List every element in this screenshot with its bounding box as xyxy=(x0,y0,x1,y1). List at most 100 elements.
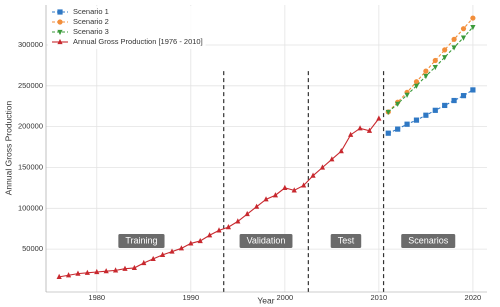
region-box xyxy=(401,233,456,248)
marker xyxy=(169,248,175,254)
marker xyxy=(348,131,354,137)
marker xyxy=(178,245,185,251)
marker xyxy=(329,156,335,162)
marker xyxy=(131,264,137,271)
marker xyxy=(122,265,128,271)
marker xyxy=(57,29,63,36)
x-axis-label: Year xyxy=(257,295,274,305)
y-axis-label: Annual Gross Production xyxy=(3,100,13,195)
marker xyxy=(423,73,429,80)
region-box xyxy=(118,233,165,248)
marker xyxy=(301,182,307,188)
marker xyxy=(141,259,147,266)
marker xyxy=(460,93,467,99)
legend-label: Scenario 2 xyxy=(73,17,109,26)
region-box xyxy=(239,233,293,248)
legend-label: Scenario 1 xyxy=(73,7,109,16)
x-tick-label: 2020 xyxy=(465,293,482,302)
region-label: Test xyxy=(330,233,362,248)
marker xyxy=(263,196,269,202)
marker xyxy=(57,38,63,45)
marker xyxy=(188,240,194,246)
y-tick-label: 50000 xyxy=(22,244,43,253)
x-tick-label: 1990 xyxy=(182,293,199,302)
marker xyxy=(216,227,222,233)
marker xyxy=(413,79,420,85)
legend-label: Scenario 3 xyxy=(73,27,109,36)
marker xyxy=(94,268,100,275)
marker xyxy=(56,273,62,279)
marker xyxy=(254,203,260,209)
marker xyxy=(272,192,279,198)
y-tick-label: 150000 xyxy=(18,162,43,171)
marker xyxy=(159,251,166,257)
marker xyxy=(423,68,429,74)
x-tick-label: 2010 xyxy=(371,293,388,302)
marker xyxy=(310,172,316,178)
marker xyxy=(376,115,382,121)
marker xyxy=(57,19,63,25)
marker xyxy=(319,164,326,170)
marker xyxy=(432,107,438,113)
region-text: Training xyxy=(125,235,157,245)
marker xyxy=(244,210,250,217)
marker xyxy=(385,109,391,116)
marker xyxy=(432,64,438,71)
marker xyxy=(395,101,401,107)
marker xyxy=(413,83,420,89)
x-tick-label: 1980 xyxy=(88,293,105,302)
marker xyxy=(197,237,203,244)
marker xyxy=(442,47,448,53)
region-text: Validation xyxy=(247,235,286,245)
marker xyxy=(291,187,297,193)
marker xyxy=(103,268,109,274)
marker xyxy=(225,223,232,230)
marker xyxy=(423,112,429,118)
region-label: Training xyxy=(118,233,165,248)
marker xyxy=(413,117,420,123)
marker xyxy=(57,9,63,15)
series-line xyxy=(387,17,474,113)
region-label: Validation xyxy=(239,233,293,248)
marker xyxy=(470,24,476,31)
marker xyxy=(432,57,438,64)
marker xyxy=(451,97,457,104)
region-box xyxy=(330,233,362,248)
marker xyxy=(65,272,72,278)
marker xyxy=(235,218,241,224)
marker xyxy=(470,15,476,21)
marker xyxy=(395,126,401,132)
marker xyxy=(442,55,448,61)
legend-box xyxy=(48,6,206,49)
y-tick-label: 200000 xyxy=(18,122,43,131)
series-line xyxy=(388,89,474,134)
legend-label: Annual Gross Production [1976 - 2010] xyxy=(73,37,203,46)
marker xyxy=(75,270,81,276)
y-tick-label: 250000 xyxy=(18,81,43,90)
marker xyxy=(460,26,467,32)
marker xyxy=(207,232,213,238)
marker xyxy=(460,35,467,41)
marker xyxy=(404,92,410,98)
marker xyxy=(451,36,457,42)
marker xyxy=(357,125,363,131)
region-text: Scenarios xyxy=(408,235,449,245)
region-label: Scenarios xyxy=(401,233,456,248)
marker xyxy=(112,267,119,273)
x-tick-label: 2000 xyxy=(276,293,293,302)
marker xyxy=(150,255,156,262)
marker xyxy=(451,45,457,51)
marker xyxy=(470,87,476,93)
marker xyxy=(442,102,448,109)
series-line xyxy=(59,118,380,278)
marker xyxy=(338,148,344,154)
marker xyxy=(84,269,90,275)
marker xyxy=(404,121,410,127)
y-tick-label: 300000 xyxy=(18,40,43,49)
marker xyxy=(366,127,373,133)
marker xyxy=(282,184,288,190)
region-text: Test xyxy=(338,235,355,245)
y-tick-label: 100000 xyxy=(18,203,43,212)
